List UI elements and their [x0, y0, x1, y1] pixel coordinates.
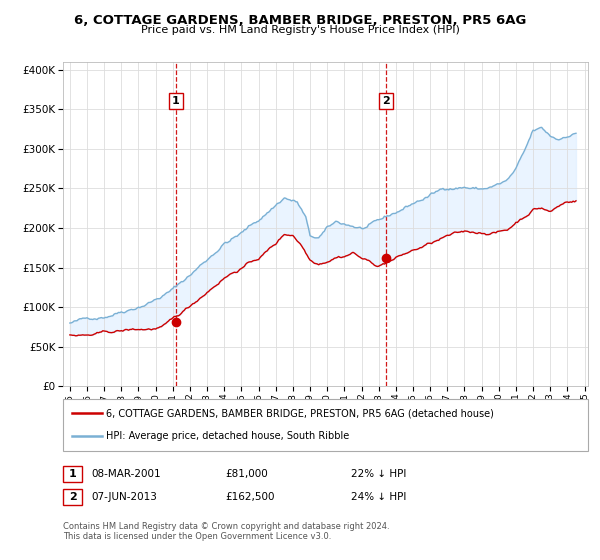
- Text: HPI: Average price, detached house, South Ribble: HPI: Average price, detached house, Sout…: [106, 431, 349, 441]
- Text: 1: 1: [172, 96, 180, 106]
- Text: 07-JUN-2013: 07-JUN-2013: [92, 492, 158, 502]
- Text: 2: 2: [69, 492, 76, 502]
- Text: This data is licensed under the Open Government Licence v3.0.: This data is licensed under the Open Gov…: [63, 532, 331, 541]
- Text: Contains HM Land Registry data © Crown copyright and database right 2024.: Contains HM Land Registry data © Crown c…: [63, 522, 389, 531]
- Text: 2: 2: [382, 96, 390, 106]
- Text: 24% ↓ HPI: 24% ↓ HPI: [351, 492, 406, 502]
- Text: £162,500: £162,500: [225, 492, 275, 502]
- Text: 08-MAR-2001: 08-MAR-2001: [92, 469, 161, 479]
- Text: 22% ↓ HPI: 22% ↓ HPI: [351, 469, 406, 479]
- Text: 6, COTTAGE GARDENS, BAMBER BRIDGE, PRESTON, PR5 6AG (detached house): 6, COTTAGE GARDENS, BAMBER BRIDGE, PREST…: [106, 408, 494, 418]
- Text: Price paid vs. HM Land Registry's House Price Index (HPI): Price paid vs. HM Land Registry's House …: [140, 25, 460, 35]
- Text: £81,000: £81,000: [225, 469, 268, 479]
- Text: 1: 1: [69, 469, 76, 479]
- Text: 6, COTTAGE GARDENS, BAMBER BRIDGE, PRESTON, PR5 6AG: 6, COTTAGE GARDENS, BAMBER BRIDGE, PREST…: [74, 14, 526, 27]
